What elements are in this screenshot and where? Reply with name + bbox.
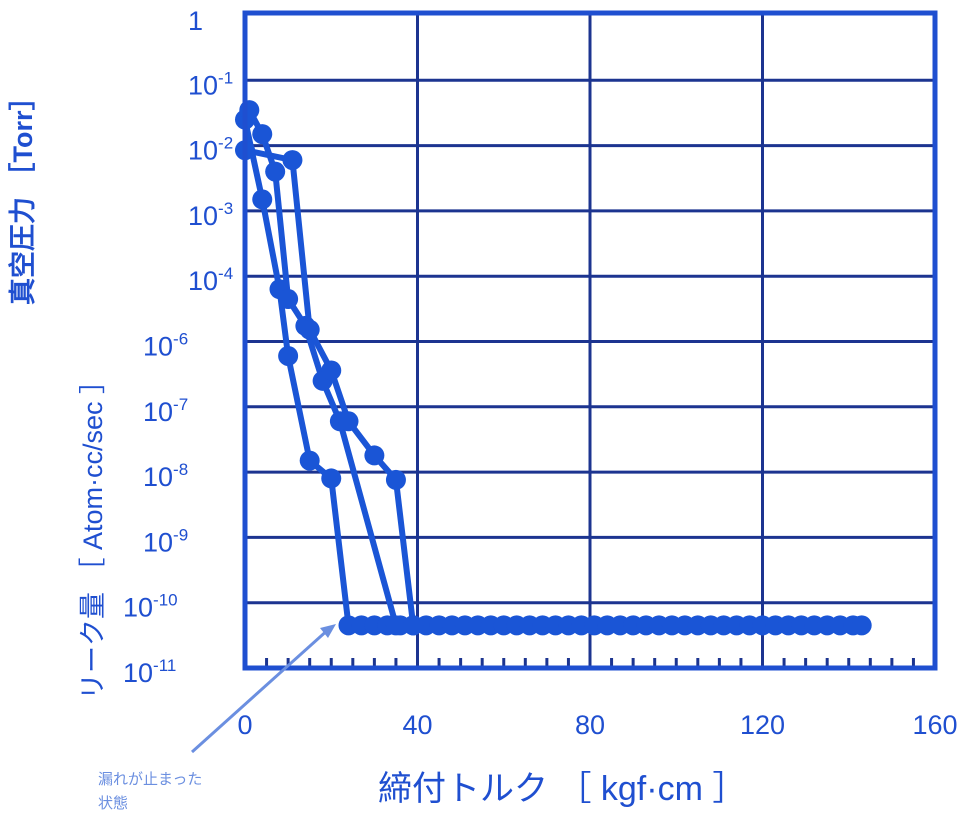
data-point	[385, 469, 406, 490]
x-tick-label: 0	[237, 710, 252, 740]
y-tick-label: 10-7	[143, 395, 188, 427]
data-point	[265, 161, 286, 182]
y-tick-label: 10-6	[143, 330, 188, 362]
annotation-arrow	[190, 626, 332, 754]
y-tick-exponent: -4	[218, 264, 233, 283]
y-tick-label: 10-10	[123, 591, 178, 623]
y-tick-label: 10-2	[188, 134, 233, 166]
y-tick-labels: 1 10-1 10-2 10-3 10-4 10-6 10-7 10-8 10-9 10-10 10…	[123, 6, 233, 688]
y-tick-exponent: -11	[153, 656, 176, 675]
x-tick-label: 160	[912, 710, 957, 740]
x-tick-labels: 0 40 80 120 160	[237, 710, 957, 740]
data-point	[299, 450, 320, 471]
y-tick-exponent: -7	[173, 395, 188, 414]
x-tick-label: 80	[575, 710, 605, 740]
x-tick-label: 40	[402, 710, 432, 740]
data-point	[282, 150, 303, 171]
y-tick-label: 10-1	[188, 68, 233, 100]
y-tick-exponent: -9	[173, 525, 188, 544]
data-point	[278, 289, 299, 310]
grid	[245, 15, 935, 668]
y-tick-exponent: -3	[218, 199, 233, 218]
annotation-line2: 状態	[98, 795, 128, 812]
y-tick-label: 10-9	[143, 525, 188, 557]
data-point	[364, 445, 385, 466]
y-tick-label: 10-8	[143, 460, 188, 492]
series-group	[235, 100, 872, 636]
y-tick-label: 10-11	[123, 656, 176, 688]
annotation: 漏れが止まった 状態	[98, 624, 336, 812]
y-tick-label: 10-3	[188, 199, 233, 231]
y-tick-exponent: -10	[153, 591, 178, 610]
annotation-line1: 漏れが止まった	[98, 771, 202, 788]
arrow-head-icon	[320, 624, 336, 638]
y-tick-exponent: -6	[173, 330, 188, 349]
data-point	[851, 615, 872, 636]
data-point	[338, 411, 359, 432]
x-axis-title: 締付トルク ［ kgf·cm ］	[378, 770, 746, 808]
data-point	[403, 615, 424, 636]
y-axis-title-leak: リーク量 ［ Atom·cc/sec ］	[78, 367, 108, 700]
y-tick-exponent: -2	[218, 134, 233, 153]
x-tick-label: 120	[740, 710, 785, 740]
data-point	[299, 319, 320, 340]
data-point	[385, 615, 406, 636]
data-point	[239, 100, 260, 121]
data-point	[321, 468, 342, 489]
data-point	[278, 345, 299, 366]
y-tick-label: 10-4	[188, 264, 233, 296]
data-point	[252, 124, 273, 145]
y-tick-exponent: -1	[218, 68, 233, 87]
data-point	[252, 189, 273, 210]
data-point	[321, 360, 342, 381]
y-axis-title-pressure: 真空圧力 ［Torr］	[7, 84, 38, 306]
plot-frame	[242, 10, 938, 671]
y-tick-label: 1	[188, 6, 203, 36]
y-tick-exponent: -8	[173, 460, 188, 479]
